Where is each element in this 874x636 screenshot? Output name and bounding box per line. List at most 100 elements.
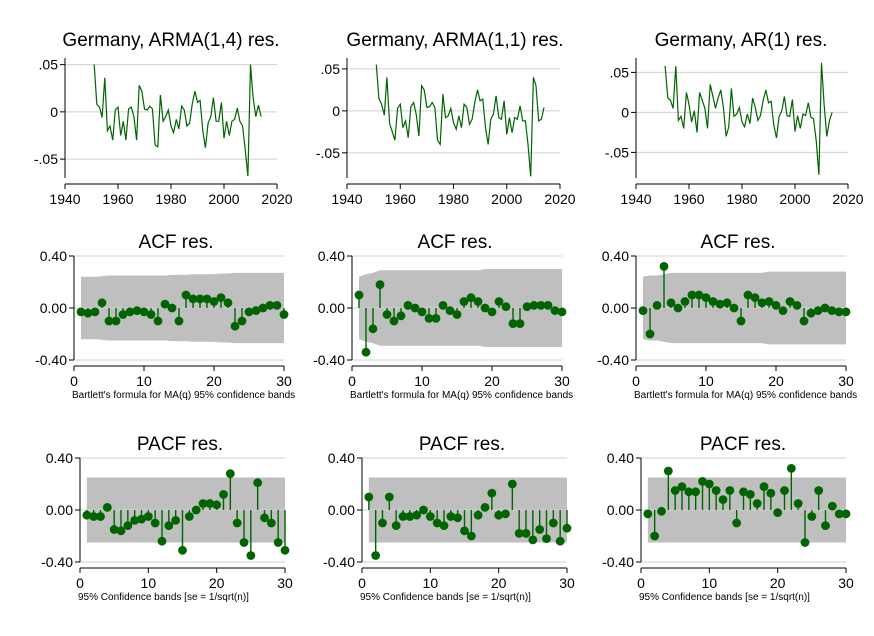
stem-point: [171, 516, 181, 525]
stem-point: [157, 536, 167, 546]
stem-point: [650, 531, 660, 541]
stem-point: [515, 319, 525, 328]
stem-point: [778, 306, 788, 315]
y-tick-label: -0.40: [323, 554, 355, 570]
stem-point: [417, 307, 427, 317]
stem-point: [266, 518, 276, 528]
stem-point: [793, 499, 803, 508]
y-tick-label: 0: [50, 104, 58, 120]
stem-point: [253, 478, 263, 488]
stem-point: [82, 510, 92, 520]
x-tick-label: 1980: [155, 191, 186, 207]
x-tick-label: 2000: [491, 191, 522, 207]
stem-point: [663, 466, 673, 476]
stem-point: [813, 306, 823, 315]
stem-point: [841, 509, 851, 519]
stem-point: [375, 280, 385, 289]
stem-point: [501, 509, 510, 519]
stem-point: [827, 306, 837, 315]
stem-point: [666, 298, 676, 308]
stem-point: [143, 512, 153, 521]
stem-point: [132, 306, 142, 315]
y-tick-label: 0.40: [40, 248, 67, 264]
stem-point: [398, 512, 408, 521]
stem-point: [739, 487, 748, 497]
stem-point: [431, 314, 441, 323]
y-tick-label: -.05: [605, 144, 629, 160]
stem-point: [272, 301, 282, 310]
chart-title: Germany, ARMA(1,1) res.: [346, 30, 564, 51]
stem-point: [771, 301, 781, 310]
stem-point: [529, 301, 539, 310]
x-tick-label: 30: [276, 373, 292, 389]
y-tick-label: 0.40: [602, 248, 629, 264]
stem-point: [212, 500, 222, 510]
stem-point: [792, 301, 802, 310]
stem-point: [237, 316, 247, 326]
stem-point: [799, 316, 809, 326]
stem-point: [806, 308, 816, 318]
stem-point: [258, 303, 268, 313]
stem-point: [487, 307, 497, 317]
chart-title: ACF res.: [417, 232, 493, 253]
stem-point: [354, 290, 364, 300]
stem-point: [522, 302, 532, 312]
chart-panel-6: 0.40 0.00 -0.400 10 20 30: [597, 248, 854, 389]
stem-point: [97, 298, 107, 308]
stem-point: [773, 508, 783, 517]
stem-point: [184, 512, 194, 521]
x-tick-label: 20: [491, 575, 507, 591]
x-tick-label: 0: [348, 373, 356, 389]
x-tick-label: 10: [414, 373, 430, 389]
stem-point: [265, 301, 275, 310]
chart-panel-9: 0.40 0.00 -0.400 10 20 30: [602, 450, 854, 591]
stem-point: [260, 513, 269, 523]
stem-point: [453, 513, 463, 523]
stem-point: [652, 301, 662, 310]
stem-point: [251, 306, 261, 315]
stem-point: [76, 307, 86, 317]
chart-title: Germany, ARMA(1,4) res.: [62, 30, 280, 51]
x-tick-label: 0: [76, 575, 84, 591]
stem-point: [507, 479, 517, 489]
stem-point: [800, 538, 810, 547]
chart-panel-8: 0.40 0.00 -0.400 10 20 30: [323, 450, 575, 591]
stem-point: [160, 299, 170, 309]
residual-series-line: [664, 62, 833, 175]
y-tick-label: 0.00: [46, 502, 73, 518]
stem-point: [164, 521, 174, 530]
y-tick-label: -0.40: [41, 554, 73, 570]
stem-point: [745, 490, 755, 499]
stem-point: [480, 503, 490, 512]
stem-point: [167, 303, 177, 313]
residual-series-line: [93, 64, 262, 177]
stem-point: [780, 486, 789, 495]
y-tick-label: 0.40: [46, 450, 73, 466]
y-tick-label: 0.00: [40, 300, 67, 316]
stem-point: [494, 297, 504, 306]
stem-point: [643, 509, 653, 519]
chart-note: 95% Confidence bands [se = 1/sqrt(n)]: [360, 592, 531, 603]
stem-point: [405, 512, 415, 521]
stem-point: [403, 301, 413, 310]
x-tick-label: 1980: [726, 191, 757, 207]
stem-point: [223, 298, 233, 308]
stem-point: [279, 310, 289, 319]
stem-point: [834, 509, 844, 519]
stem-point: [528, 535, 538, 545]
stem-point: [752, 499, 762, 508]
y-tick-label: .05: [321, 61, 341, 77]
stem-point: [704, 479, 714, 489]
y-tick-label: .05: [610, 64, 630, 80]
stem-point: [542, 534, 551, 543]
chart-title: ACF res.: [138, 232, 214, 253]
stem-point: [198, 499, 208, 508]
stem-point: [715, 299, 725, 309]
x-tick-label: 30: [554, 373, 570, 389]
stem-point: [216, 293, 226, 302]
x-tick-label: 1940: [331, 191, 362, 207]
stem-point: [759, 482, 769, 491]
stem-point: [501, 302, 511, 312]
x-tick-label: 1940: [49, 191, 80, 207]
x-tick-label: 0: [358, 575, 366, 591]
